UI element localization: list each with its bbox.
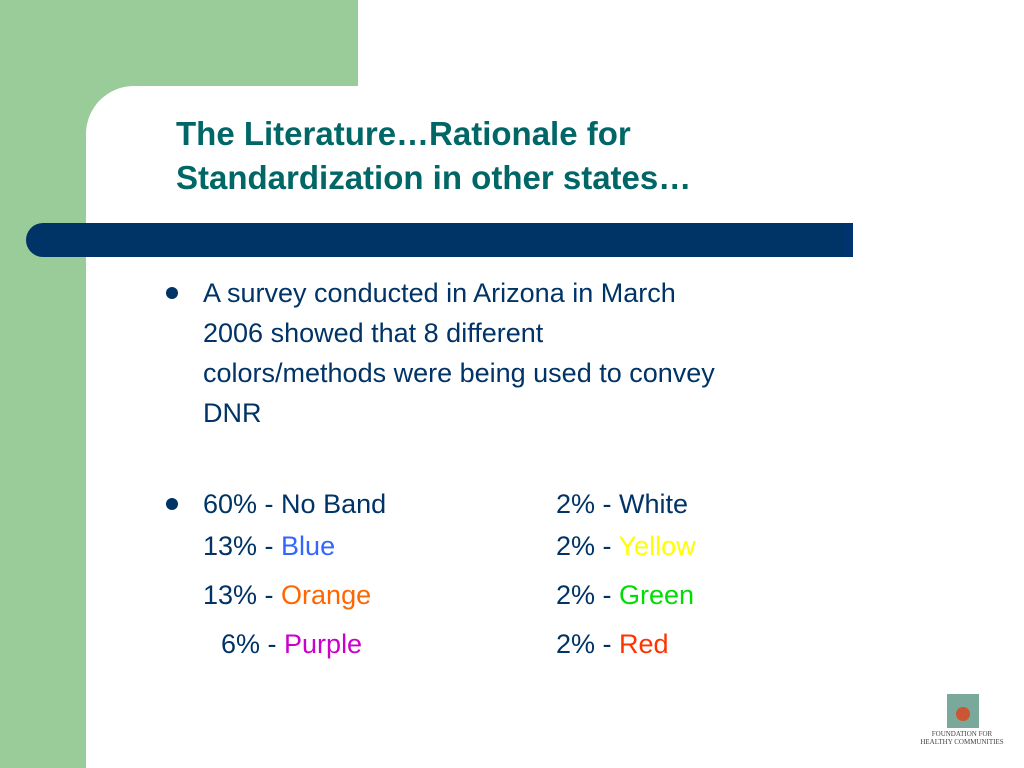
stat-label: Blue [281,531,336,561]
stat-label: Red [619,629,669,659]
stat-blue: 13% - Blue [203,526,335,566]
logo-text-line-1: FOUNDATION FOR [931,730,993,738]
stat-green: 2% - Green [556,575,694,615]
foundation-logo: FOUNDATION FOR HEALTHY COMMUNITIES [920,694,1004,754]
stat-prefix: 6% - [221,629,285,659]
content-panel [86,86,1024,768]
stat-prefix: 2% - [556,629,620,659]
stat-label: White [619,489,689,519]
logo-text: FOUNDATION FOR HEALTHY COMMUNITIES [920,730,1004,746]
bullet-survey-line-4: DNR [203,398,262,428]
stat-red: 2% - Red [556,624,669,664]
slide-title-line-2: Standardization in other states… [176,159,692,196]
stat-prefix: 2% - [556,489,620,519]
bullet-survey-line-2: 2006 showed that 8 different [203,318,544,348]
stat-label: Yellow [618,531,696,561]
title-divider-band-tip [845,223,853,257]
logo-apple-icon [956,707,970,721]
stat-label: Purple [284,629,363,659]
bullet-survey-text: A survey conducted in Arizona in March 2… [203,273,715,433]
stat-no-band: 60% - No Band [203,484,386,524]
stat-prefix: 2% - [556,580,620,610]
stat-prefix: 60% - [203,489,282,519]
bullet-dot [166,498,178,510]
title-divider-band [26,223,853,257]
stat-white: 2% - White [556,484,688,524]
slide-title: The Literature…Rationale for Standardiza… [176,112,691,200]
stat-prefix: 13% - [203,531,282,561]
stat-label: Green [619,580,695,610]
stat-label: Orange [281,580,372,610]
stat-prefix: 2% - [556,531,619,561]
stat-label: No Band [281,489,387,519]
stat-prefix: 13% - [203,580,282,610]
logo-text-line-2: HEALTHY COMMUNITIES [920,738,1004,746]
bullet-dot [166,287,178,299]
stat-orange: 13% - Orange [203,575,371,615]
stat-purple: 6% - Purple [221,624,362,664]
bullet-survey-line-1: A survey conducted in Arizona in March [203,278,676,308]
bullet-survey-line-3: colors/methods were being used to convey [203,358,715,388]
slide-title-line-1: The Literature…Rationale for [176,115,631,152]
stat-yellow: 2% - Yellow [556,526,696,566]
